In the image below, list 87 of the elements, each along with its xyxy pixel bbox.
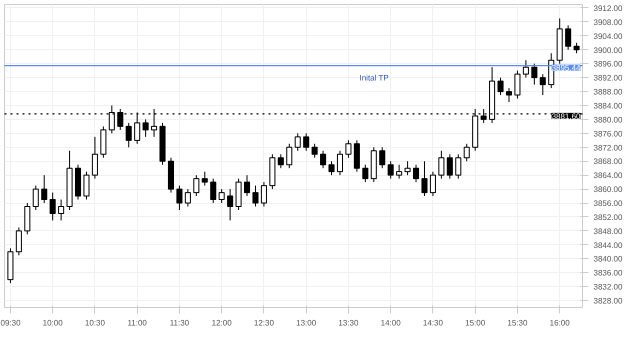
candlestick bbox=[244, 174, 250, 197]
candlestick bbox=[421, 160, 428, 197]
candlestick bbox=[412, 164, 420, 183]
ref-line-label: 3881.60 bbox=[552, 112, 582, 121]
candlestick bbox=[227, 188, 234, 221]
candlestick bbox=[202, 171, 208, 186]
candlestick bbox=[379, 146, 386, 169]
candlestick bbox=[252, 185, 259, 207]
candlestick bbox=[565, 24, 572, 50]
candlestick bbox=[278, 154, 284, 169]
candlestick bbox=[404, 160, 411, 176]
x-tick-label: 13:30 bbox=[338, 318, 359, 328]
y-tick-label: 3872.00 bbox=[594, 143, 623, 152]
candlestick bbox=[336, 150, 344, 176]
y-tick-label: 3840.00 bbox=[594, 254, 623, 264]
y-tick-label: 3896.00 bbox=[594, 60, 623, 69]
candlestick bbox=[286, 143, 292, 169]
candlestick bbox=[58, 199, 64, 221]
candlestick bbox=[312, 143, 318, 158]
x-tick-label: 12:00 bbox=[212, 318, 232, 328]
candlestick bbox=[92, 136, 98, 180]
y-tick-label: 3828.00 bbox=[594, 296, 623, 306]
x-tick-label: 16:00 bbox=[550, 318, 570, 328]
candlestick bbox=[430, 171, 436, 197]
candlestick bbox=[540, 74, 546, 96]
candlestick bbox=[303, 132, 310, 152]
y-tick-label: 3856.00 bbox=[594, 199, 623, 208]
y-tick-label: 3908.00 bbox=[594, 18, 623, 27]
y-tick-label: 3864.00 bbox=[594, 171, 623, 180]
x-tick-label: 12:30 bbox=[254, 318, 274, 328]
candlestick bbox=[294, 132, 301, 152]
candlestick bbox=[142, 118, 149, 138]
candlestick bbox=[455, 154, 462, 180]
candlestick bbox=[83, 171, 90, 200]
candlestick bbox=[218, 188, 225, 204]
x-tick-label: 10:30 bbox=[84, 318, 106, 328]
y-tick-label: 3892.00 bbox=[594, 74, 623, 83]
candlestick bbox=[210, 178, 216, 204]
candlestick bbox=[396, 164, 402, 180]
candlestick bbox=[41, 174, 48, 204]
candlestick bbox=[514, 70, 520, 100]
candlestick bbox=[506, 88, 512, 103]
candlestick bbox=[328, 160, 335, 176]
y-tick-label: 3888.00 bbox=[594, 88, 623, 97]
y-tick-label: 3884.00 bbox=[594, 102, 623, 110]
annotation: Inital TP bbox=[360, 74, 389, 82]
candlestick bbox=[531, 63, 538, 86]
candlestick bbox=[345, 140, 352, 158]
y-tick-label: 3900.00 bbox=[594, 46, 623, 55]
x-tick-label: 15:30 bbox=[507, 318, 528, 328]
x-tick-label: 11:30 bbox=[170, 318, 190, 328]
candlestick bbox=[574, 42, 580, 54]
candlestick bbox=[32, 185, 39, 210]
candlestick bbox=[126, 122, 132, 148]
ref-line-label: 3895.44 bbox=[552, 64, 582, 73]
candlestick bbox=[388, 160, 394, 180]
x-tick-label: 14:30 bbox=[422, 318, 444, 328]
y-tick-label: 3832.00 bbox=[594, 282, 623, 292]
y-tick-label: 3860.00 bbox=[594, 185, 623, 194]
candlestick bbox=[464, 143, 470, 162]
x-tick-label: 15:00 bbox=[465, 318, 486, 328]
y-tick-label: 3844.00 bbox=[594, 240, 623, 250]
candlestick bbox=[446, 154, 453, 180]
x-tick-label: 09:30 bbox=[0, 318, 22, 328]
x-tick-label: 14:00 bbox=[380, 318, 402, 328]
y-tick-label: 3868.00 bbox=[594, 157, 623, 166]
candlestick bbox=[320, 150, 326, 169]
candlestick bbox=[16, 226, 22, 256]
y-tick-label: 3912.00 bbox=[594, 4, 623, 13]
candlestick bbox=[522, 60, 529, 78]
candlestick bbox=[497, 77, 504, 96]
candlestick bbox=[176, 185, 182, 210]
candlestick bbox=[438, 150, 444, 180]
x-tick-label: 10:00 bbox=[42, 318, 64, 328]
y-tick-label: 3848.00 bbox=[594, 226, 623, 236]
y-tick-label: 3876.00 bbox=[594, 129, 623, 138]
candlestick bbox=[193, 174, 200, 197]
candlestick bbox=[184, 188, 191, 207]
x-tick-label: 11:00 bbox=[127, 318, 148, 328]
y-tick-label: 3852.00 bbox=[594, 212, 623, 222]
candlestick bbox=[362, 164, 368, 183]
y-tick-label: 3904.00 bbox=[594, 32, 623, 41]
candlestick bbox=[50, 192, 56, 221]
y-tick-label: 3836.00 bbox=[594, 268, 623, 278]
y-tick-label: 3880.00 bbox=[594, 115, 623, 124]
x-tick-label: 13:00 bbox=[296, 318, 317, 328]
candlestick bbox=[260, 182, 267, 207]
